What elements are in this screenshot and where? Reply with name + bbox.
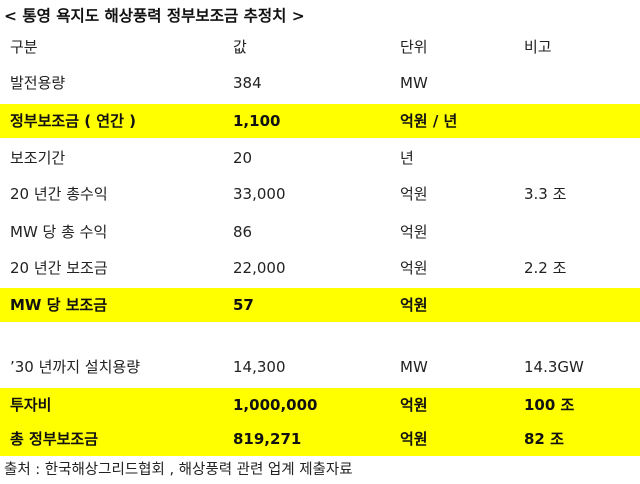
cell-value: 22,000 — [233, 259, 286, 277]
source-note: 출처 : 한국해상그리드협회 , 해상풍력 관련 업계 제출자료 — [4, 462, 353, 478]
cell-category: 투자비 — [10, 396, 52, 414]
cell-category: 정부보조금 ( 연간 ) — [10, 112, 136, 130]
cell-value: 1,100 — [233, 112, 281, 130]
cell-value: 384 — [233, 74, 262, 92]
cell-category: MW 당 총 수익 — [10, 223, 108, 241]
cell-note: 14.3GW — [524, 358, 584, 376]
cell-category: 보조기간 — [10, 149, 66, 167]
cell-unit: 억원 — [400, 430, 428, 448]
cell-value: 1,000,000 — [233, 396, 318, 414]
cell-value: 86 — [233, 223, 253, 241]
cell-unit: 억원 — [400, 185, 428, 203]
cell-category: 총 정부보조금 — [10, 430, 99, 448]
cell-value: 33,000 — [233, 185, 286, 203]
cell-unit: 억원 — [400, 223, 428, 241]
cell-note: 82 조 — [524, 430, 564, 448]
cell-note: 3.3 조 — [524, 185, 567, 203]
cell-category: ’30 년까지 설치용량 — [10, 358, 140, 376]
cell-note: 100 조 — [524, 396, 575, 414]
row-annual-subsidy: 정부보조금 ( 연간 ) 1,100 억원 / 년 — [0, 104, 640, 138]
cell-note: 2.2 조 — [524, 259, 567, 277]
row-total-government-subsidy: 총 정부보조금 819,271 억원 82 조 — [0, 422, 640, 456]
header-note: 비고 — [524, 38, 552, 56]
cell-unit: 억원 — [400, 296, 428, 314]
table-title: < 통영 욕지도 해상풍력 정부보조금 추정치 > — [4, 7, 305, 25]
cell-value: 57 — [233, 296, 254, 314]
cell-unit: 년 — [400, 149, 414, 167]
cell-category: 20 년간 보조금 — [10, 259, 108, 277]
header-unit: 단위 — [400, 38, 428, 56]
row-revenue-per-mw: MW 당 총 수익 86 억원 — [0, 215, 640, 249]
row-capacity: 발전용량 384 MW — [0, 66, 640, 100]
row-total-revenue: 20 년간 총수익 33,000 억원 3.3 조 — [0, 177, 640, 211]
cell-value: 20 — [233, 149, 253, 167]
cell-value: 14,300 — [233, 358, 286, 376]
row-subsidy-period: 보조기간 20 년 — [0, 141, 640, 175]
cell-unit: MW — [400, 358, 428, 376]
cell-category: MW 당 보조금 — [10, 296, 108, 314]
cell-unit: 억원 — [400, 259, 428, 277]
row-installed-capacity-2030: ’30 년까지 설치용량 14,300 MW 14.3GW — [0, 350, 640, 384]
header-category: 구분 — [10, 38, 38, 56]
cell-category: 20 년간 총수익 — [10, 185, 108, 203]
header-value: 값 — [233, 38, 247, 56]
cell-unit: 억원 / 년 — [400, 112, 458, 130]
row-subsidy-per-mw: MW 당 보조금 57 억원 — [0, 288, 640, 322]
cell-value: 819,271 — [233, 430, 302, 448]
cell-unit: 억원 — [400, 396, 428, 414]
row-total-subsidy-20y: 20 년간 보조금 22,000 억원 2.2 조 — [0, 251, 640, 285]
cell-category: 발전용량 — [10, 74, 66, 92]
row-investment: 투자비 1,000,000 억원 100 조 — [0, 388, 640, 422]
table-header-row: 구분 값 단위 비고 — [0, 30, 640, 64]
cell-unit: MW — [400, 74, 428, 92]
